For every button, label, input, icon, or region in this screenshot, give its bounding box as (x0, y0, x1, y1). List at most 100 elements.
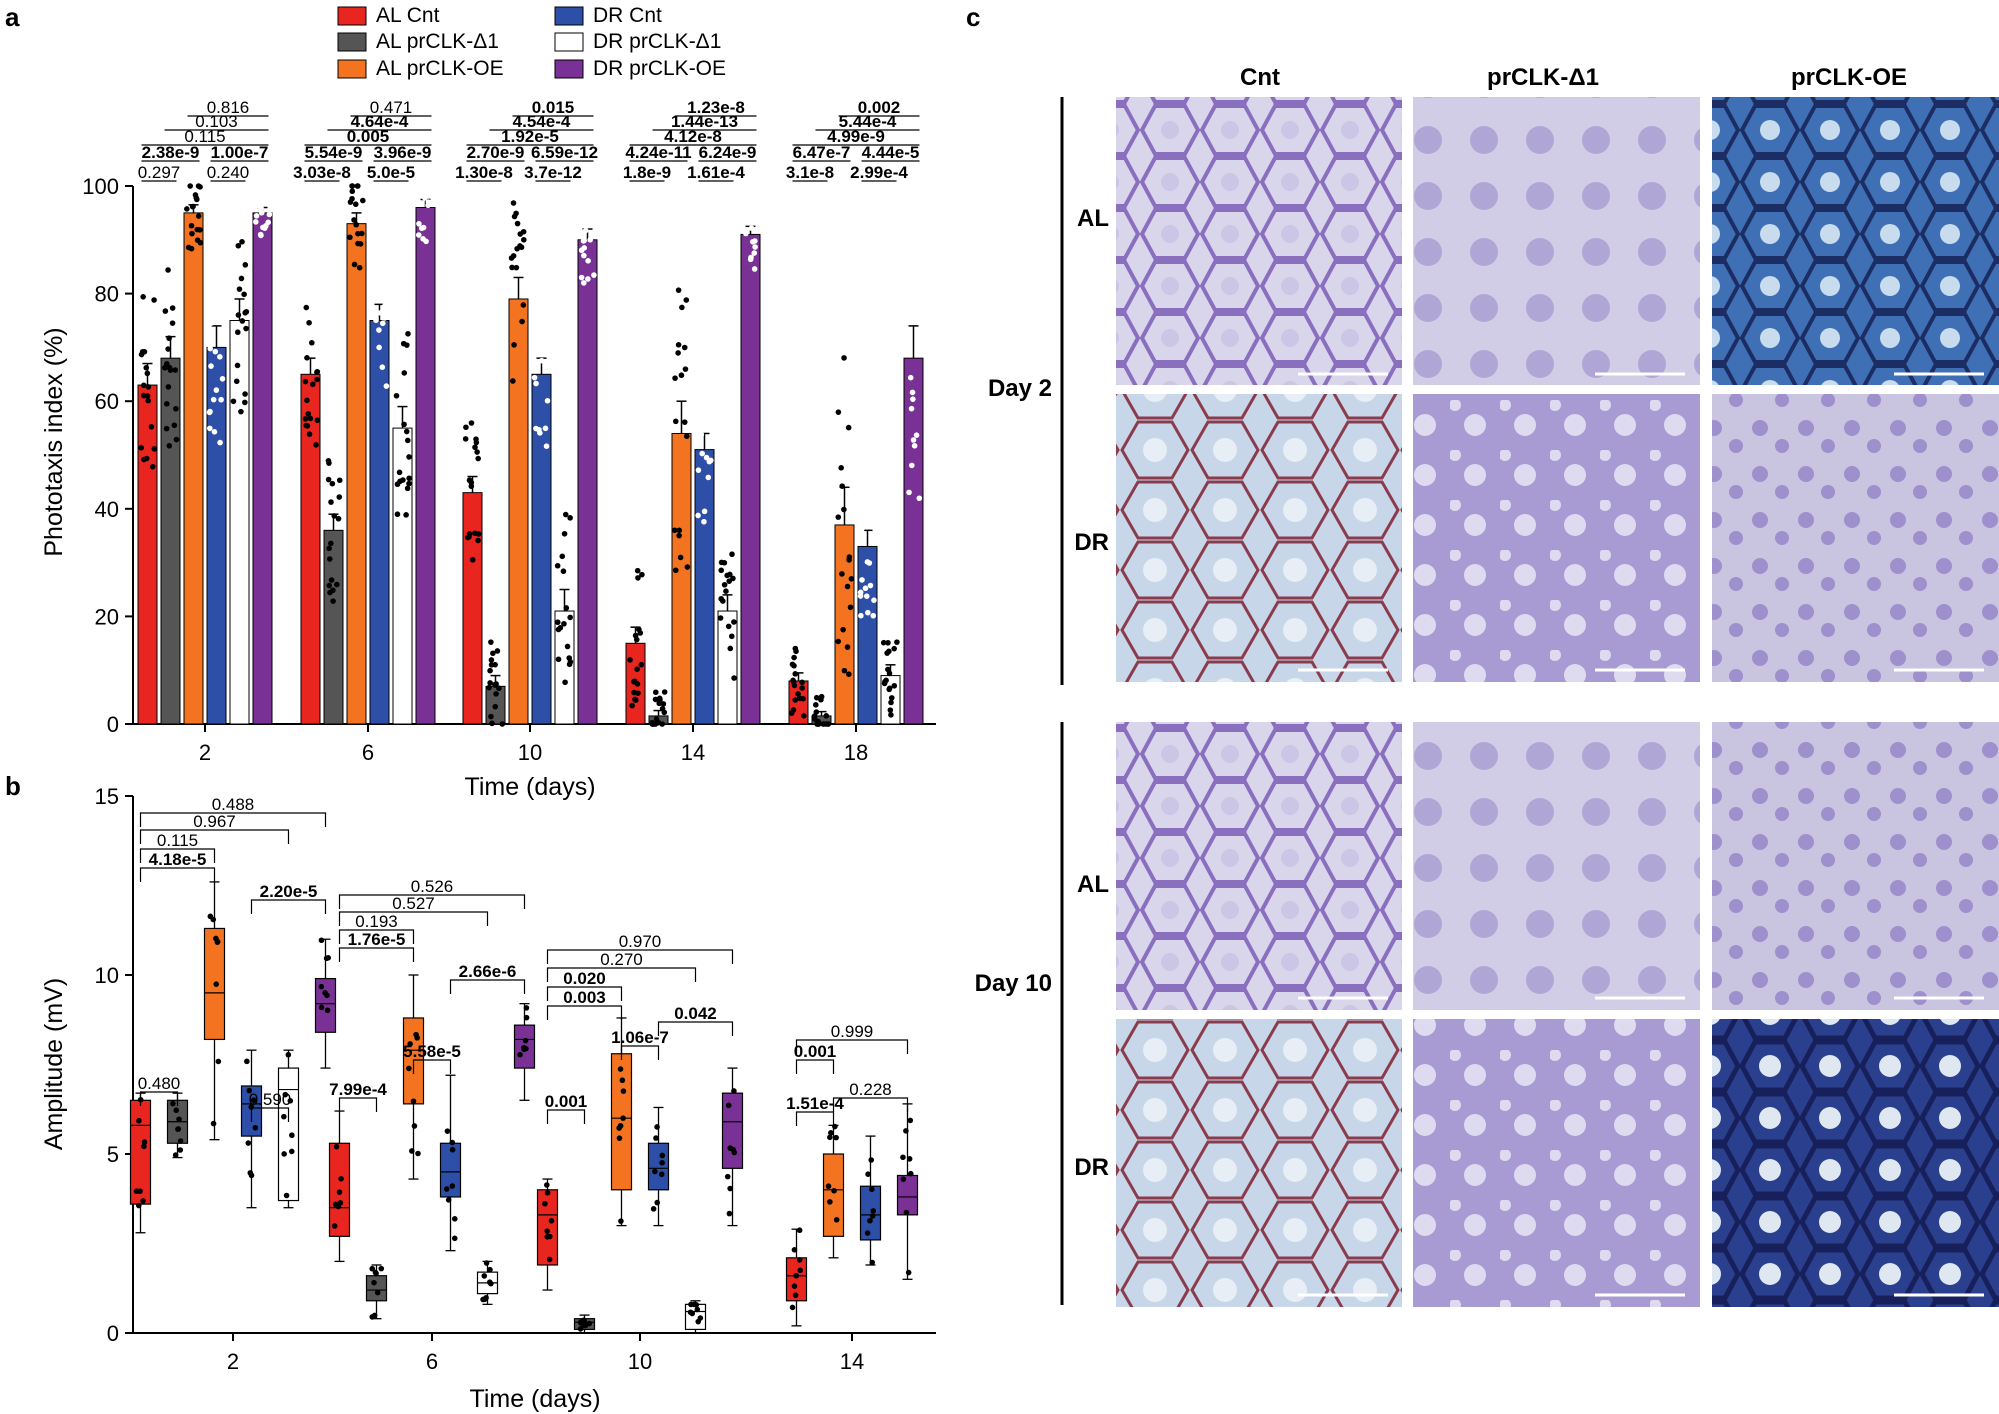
datapoint (195, 213, 202, 219)
datapoint (629, 702, 635, 709)
pvalue-bracket (657, 1021, 734, 1036)
datapoint (555, 656, 562, 663)
pvalue-label: 4.44e-5 (862, 143, 920, 162)
datapoint (864, 488, 871, 495)
datapoint (374, 1289, 381, 1296)
datapoint (885, 666, 891, 673)
pvalue-label: 0.480 (138, 1074, 181, 1093)
datapoint (617, 1122, 624, 1129)
datapoint (282, 1091, 289, 1098)
datapoint (825, 1183, 832, 1190)
datapoint (652, 689, 659, 696)
datapoint (903, 224, 910, 231)
datapoint (632, 632, 639, 639)
datapoint (169, 320, 176, 326)
panel-a-ytick-label: 80 (95, 282, 119, 307)
datapoint (145, 397, 152, 404)
datapoint (233, 378, 240, 385)
datapoint (517, 1051, 523, 1058)
datapoint (678, 372, 685, 379)
datapoint (486, 1279, 493, 1286)
datapoint (318, 1004, 325, 1011)
datapoint (796, 1227, 803, 1234)
datapoint (175, 1126, 181, 1132)
datapoint (675, 287, 682, 293)
pvalue-label: 0.005 (347, 127, 390, 146)
datapoint (695, 1318, 702, 1325)
datapoint (562, 511, 569, 518)
datapoint (870, 1208, 877, 1214)
bar-dr-prclk-oe-day14 (740, 233, 761, 725)
datapoint (865, 609, 871, 616)
datapoint (699, 450, 705, 457)
datapoint (383, 383, 390, 389)
datapoint (563, 605, 570, 611)
pvalue-label: 0.002 (858, 98, 901, 117)
datapoint (814, 721, 821, 727)
datapoint (697, 426, 704, 433)
pvalue-bracket (338, 929, 415, 944)
datapoint (403, 428, 410, 435)
datapoint (161, 364, 168, 371)
legend-label-dr-cnt: DR Cnt (593, 4, 662, 27)
datapoint (347, 199, 354, 205)
pvalue-bracket (449, 979, 526, 994)
datapoint (818, 693, 825, 700)
datapoint (244, 1058, 250, 1065)
datapoint (701, 518, 707, 525)
datapoint (915, 224, 921, 230)
datapoint (616, 1135, 623, 1141)
datapoint (888, 699, 894, 706)
datapoint (415, 1150, 421, 1157)
datapoint (542, 1200, 548, 1207)
datapoint (165, 267, 171, 273)
datapoint (587, 236, 593, 243)
datapoint (474, 449, 480, 455)
datapoint (469, 557, 476, 563)
panel-a-xtick-label: 10 (518, 740, 542, 765)
pvalue-label: 0.015 (532, 98, 575, 117)
pvalue-label: 1.92e-5 (501, 127, 559, 146)
datapoint (841, 355, 847, 361)
datapoint (253, 219, 259, 225)
datapoint (416, 220, 422, 227)
datapoint (235, 312, 242, 318)
pvalue-bracket (546, 949, 734, 964)
panel-b-xtick-label: 2 (227, 1349, 239, 1374)
datapoint (242, 391, 248, 397)
datapoint (324, 1007, 331, 1014)
datapoint (788, 710, 795, 716)
datapoint (378, 1265, 385, 1272)
datapoint (328, 540, 334, 547)
datapoint (564, 643, 571, 650)
datapoint (304, 355, 310, 361)
datapoint (671, 527, 678, 534)
datapoint (519, 318, 525, 325)
bar-dr-cnt-day6 (369, 320, 390, 725)
datapoint (141, 1143, 147, 1150)
pvalue-label: 1.23e-8 (687, 98, 745, 117)
datapoint (212, 348, 219, 355)
datapoint (520, 302, 527, 308)
datapoint (472, 444, 478, 451)
datapoint (137, 1188, 143, 1194)
datapoint (306, 431, 313, 437)
datapoint (578, 247, 585, 254)
micrograph-day2-al-cnt (1116, 97, 1402, 385)
pvalue-label: 0.003 (563, 988, 606, 1007)
datapoint (302, 378, 309, 385)
datapoint (906, 1156, 913, 1162)
datapoint (580, 280, 587, 286)
pvalue-bracket (795, 1039, 909, 1054)
pvalue-label: 1.61e-4 (687, 163, 745, 182)
micrograph-day2-dr-cnt (1116, 394, 1402, 682)
datapoint (718, 595, 724, 602)
datapoint (544, 1190, 551, 1196)
datapoint (795, 691, 801, 697)
datapoint (466, 534, 472, 540)
datapoint (792, 1292, 799, 1299)
datapoint (165, 346, 171, 352)
pvalue-label: 1.00e-7 (211, 143, 269, 162)
datapoint (681, 419, 688, 425)
datapoint (145, 384, 152, 390)
